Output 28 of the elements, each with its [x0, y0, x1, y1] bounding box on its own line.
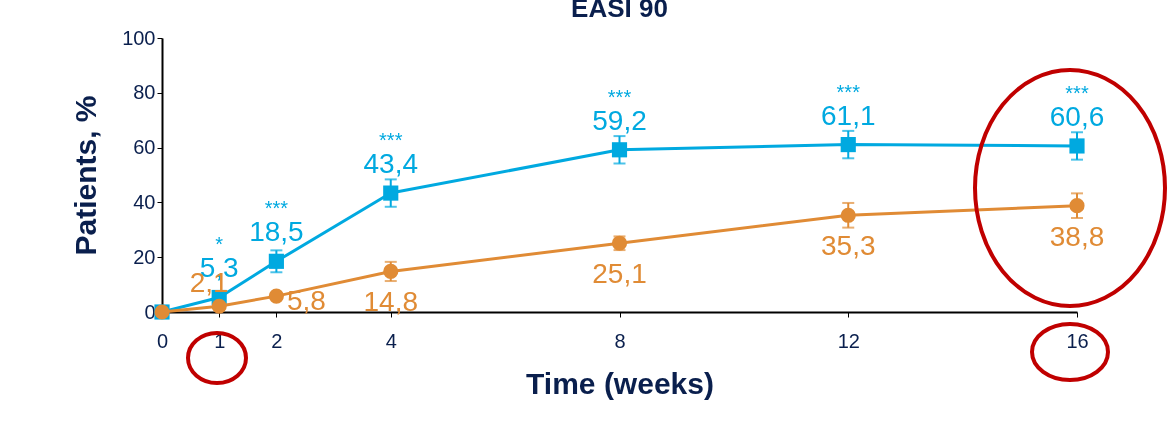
point [211, 298, 227, 314]
x-tick-label: 8 [614, 329, 626, 352]
point [1069, 138, 1085, 154]
point [268, 253, 284, 269]
x-tick-label: 12 [837, 329, 860, 352]
x-axis-title: Time (weeks) [526, 366, 714, 400]
x-tick-label: 16 [1066, 329, 1089, 352]
point [1069, 198, 1085, 214]
x-tick-label: 1 [214, 329, 226, 352]
point [840, 207, 856, 223]
y-axis-title: Patients, % [69, 95, 103, 256]
point [383, 185, 399, 201]
data-label: 38,8 [1049, 220, 1105, 252]
y-tick-label: 60 [133, 136, 156, 159]
x-tick-label: 2 [271, 329, 283, 352]
y-tick-label: 40 [133, 190, 156, 213]
annotation: * [215, 233, 224, 256]
y-tick-label: 20 [133, 245, 156, 268]
point [268, 288, 284, 304]
x-tick-label: 4 [385, 329, 397, 352]
data-label: 14,8 [363, 286, 418, 318]
y-tick-label: 80 [133, 81, 156, 104]
point [611, 142, 628, 158]
data-label: 35,3 [821, 230, 876, 262]
y-tick-label: 100 [122, 26, 156, 49]
point [840, 137, 856, 153]
data-label: 25,1 [592, 258, 647, 290]
y-tick-label: 0 [144, 300, 156, 323]
